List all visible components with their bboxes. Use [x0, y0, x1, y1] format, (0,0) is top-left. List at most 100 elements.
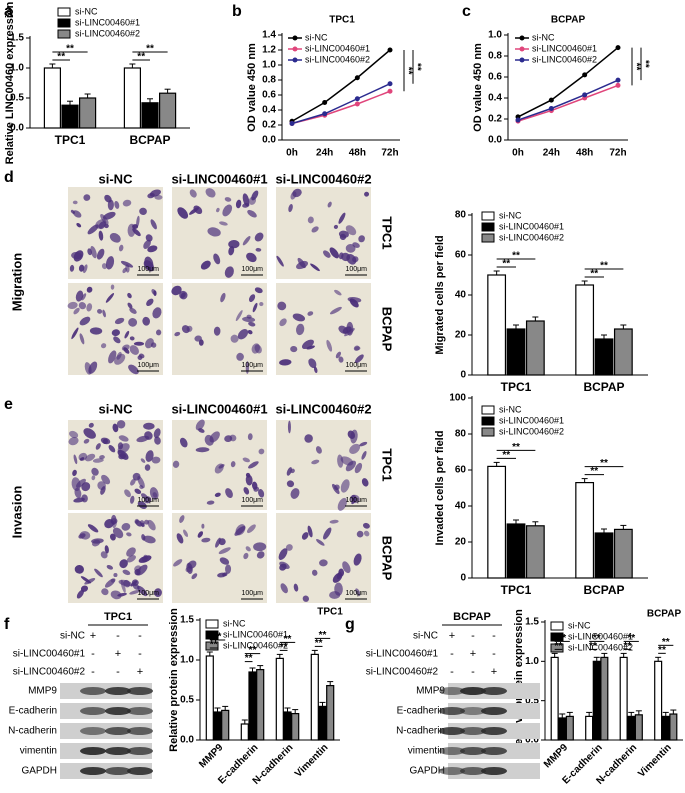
sig-label: ** [512, 442, 520, 453]
blot-band [439, 767, 465, 775]
panel-letter: b [232, 3, 242, 20]
panel-letter: d [4, 169, 14, 186]
y-tick-label: 1.5 [10, 33, 24, 44]
micrograph: 100μm [276, 420, 371, 511]
x-tick-label: 72h [609, 148, 626, 159]
x-tick-label: BCPAP [583, 583, 624, 597]
legend-label: si-LINC00460#2 [223, 640, 288, 650]
legend-swatch [481, 222, 495, 232]
cell [80, 585, 89, 592]
x-tick-label: 0h [286, 148, 298, 159]
cell [333, 224, 339, 230]
legend-swatch [550, 621, 564, 631]
cell [143, 554, 149, 560]
column-label: si-NC [99, 401, 134, 416]
bar [627, 715, 636, 741]
x-tick-label: MMP9 [542, 742, 571, 771]
bar [213, 711, 222, 741]
y-tick-label: 1.0 [488, 30, 502, 41]
protein-label: N-cadherin [8, 726, 57, 737]
scale-bar-label: 100μm [137, 362, 159, 369]
cell [242, 457, 250, 463]
legend-swatch [57, 29, 71, 39]
cell [154, 436, 161, 445]
y-tick-label: 0.8 [488, 51, 502, 62]
bar [78, 97, 97, 129]
series-line [517, 47, 619, 118]
cell [354, 346, 361, 351]
cell [119, 559, 128, 569]
cell [86, 286, 93, 293]
protein-label: E-cadherin [397, 706, 445, 717]
cell [338, 356, 344, 363]
cell [230, 334, 239, 343]
x-tick-label: TPC1 [501, 380, 532, 394]
cell [79, 333, 85, 345]
cell [195, 419, 205, 431]
cell [206, 500, 215, 505]
point [548, 106, 554, 111]
x-tick-label: 72h [381, 148, 398, 159]
blot-band [460, 687, 486, 695]
cell [134, 518, 139, 524]
y-tick-label: 0 [460, 370, 466, 381]
cell [252, 302, 258, 313]
micrograph: 100μm [172, 187, 267, 279]
cell [286, 467, 292, 476]
cell [183, 529, 189, 537]
sig-label: ** [245, 653, 253, 664]
column-label: si-LINC00460#2 [275, 401, 371, 416]
y-tick-label: 0.5 [180, 695, 194, 706]
cell [342, 561, 351, 574]
cell [73, 497, 85, 503]
cell [201, 523, 205, 529]
cell [91, 467, 99, 476]
y-tick-label: 1.5 [180, 615, 194, 626]
protein-label: MMP9 [416, 686, 445, 697]
cell [101, 588, 109, 596]
y-tick-label: 0.8 [262, 75, 276, 86]
cell [242, 316, 256, 323]
point [354, 75, 360, 81]
cell [200, 260, 211, 270]
legend-label: si-LINC00460#1 [223, 629, 288, 639]
bar [275, 657, 284, 741]
bar [585, 715, 594, 741]
cell [235, 310, 243, 322]
cell [304, 434, 313, 443]
chart-title: BCPAP [551, 15, 586, 26]
x-tick-label: 24h [543, 148, 560, 159]
cell [141, 522, 145, 528]
legend-label: si-LINC00460#1 [499, 415, 564, 425]
blot-band [127, 747, 153, 755]
legend-label: si-LINC00460#1 [75, 17, 140, 27]
cell [69, 264, 75, 272]
sig-label: ** [284, 634, 292, 645]
sig-label: ** [146, 44, 154, 55]
cell [242, 202, 250, 208]
x-tick-label: 48h [349, 148, 366, 159]
cell [137, 501, 147, 509]
legend-label: si-NC [568, 620, 591, 630]
blot-band [481, 767, 507, 775]
cell [147, 245, 158, 253]
legend-label: si-LINC00460#2 [532, 54, 597, 64]
blot-band [481, 727, 507, 735]
cell [319, 559, 328, 567]
blot-band [80, 727, 106, 735]
legend-label: si-LINC00460#2 [499, 426, 564, 436]
cell [129, 336, 135, 341]
chart-title: BCPAP [647, 609, 682, 620]
point [354, 101, 360, 107]
cell [121, 344, 130, 351]
cell [235, 199, 242, 209]
cell [313, 366, 318, 374]
cell [290, 345, 298, 353]
cell [130, 495, 135, 504]
cell [104, 194, 112, 203]
sig-label: ** [590, 466, 598, 477]
blot-band [105, 707, 131, 715]
cell [247, 209, 257, 218]
cell [81, 293, 87, 301]
cell [76, 589, 84, 599]
